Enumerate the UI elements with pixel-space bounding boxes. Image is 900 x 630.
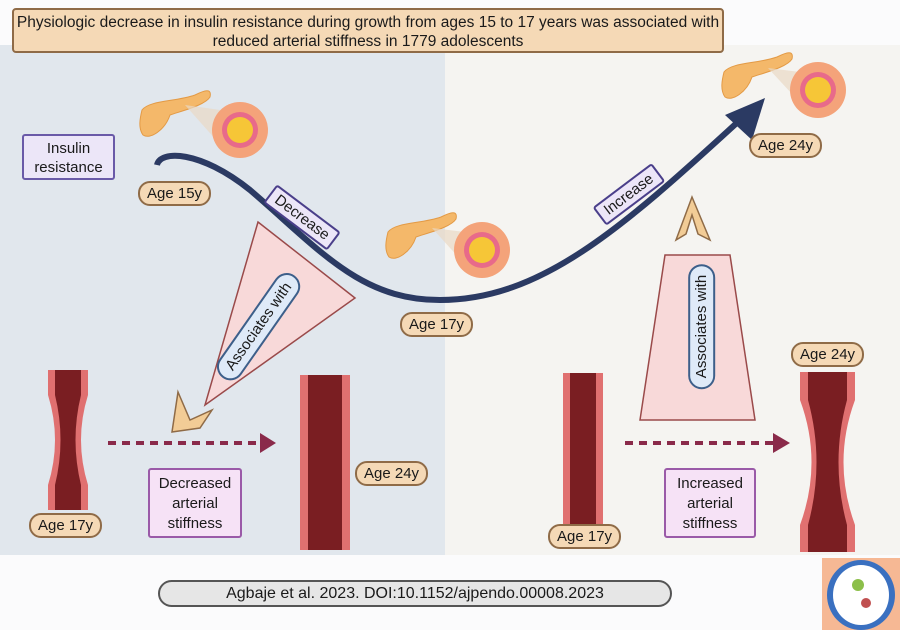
decreased-stiffness-box: Decreased arterial stiffness: [148, 468, 242, 538]
insulin-resistance-label: Insulin resistance: [22, 134, 115, 180]
insulin-resistance-curve: [154, 117, 743, 304]
right-age-24-badge: Age 24y: [791, 342, 865, 367]
page-title: Physiologic decrease in insulin resistan…: [12, 8, 724, 53]
logo-icon: [822, 558, 900, 630]
left-age-24-badge: Age 24y: [355, 461, 429, 486]
age-17-curve-badge: Age 17y: [400, 312, 474, 337]
artery-icon: [48, 370, 88, 510]
artery-icon: [800, 372, 855, 552]
islet-icon: [185, 102, 268, 158]
left-age-17-badge: Age 17y: [29, 513, 103, 538]
right-age-17-badge: Age 17y: [548, 524, 622, 549]
right-associates-with-label: Associates with: [688, 263, 716, 390]
age-24-curve-badge: Age 24y: [749, 133, 823, 158]
islet-icon: [768, 62, 846, 118]
islet-icon: [432, 222, 510, 278]
arrowhead-icon: [773, 433, 790, 453]
up-chevron-icon: [674, 194, 712, 242]
artery-icon: [300, 375, 350, 550]
citation: Agbaje et al. 2023. DOI:10.1152/ajpendo.…: [158, 580, 672, 607]
age-15-badge: Age 15y: [138, 181, 212, 206]
artery-icon: [563, 373, 603, 536]
increased-stiffness-box: Increased arterial stiffness: [664, 468, 756, 538]
down-chevron-icon: [171, 389, 215, 433]
curve-arrowhead: [725, 98, 765, 140]
arrowhead-icon: [260, 433, 276, 453]
